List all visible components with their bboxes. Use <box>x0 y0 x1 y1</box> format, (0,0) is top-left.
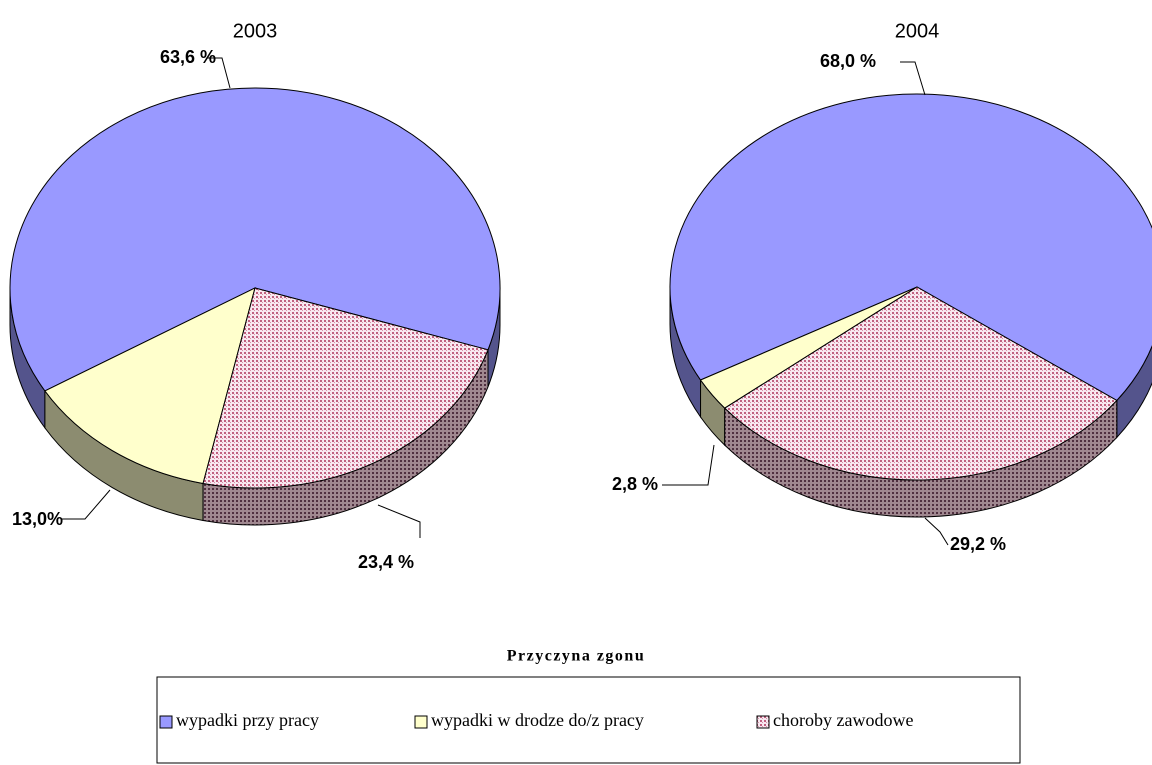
pie-title: 2003 <box>233 20 278 42</box>
pie-slice <box>723 286 1118 481</box>
data-label: 68,0 % <box>820 51 876 71</box>
leader-line <box>62 489 111 520</box>
legend-swatch <box>756 715 770 729</box>
pie-slice <box>669 93 1152 402</box>
pie-slice <box>202 287 489 489</box>
leader-line <box>924 517 949 546</box>
legend-box <box>156 676 1021 764</box>
leader-line <box>377 504 421 538</box>
leader-line <box>662 444 715 486</box>
leader-line <box>207 57 231 89</box>
pie-slice <box>44 287 256 485</box>
legend-swatch <box>159 715 173 729</box>
data-label: 2,8 % <box>612 474 658 494</box>
leader-line <box>900 61 926 96</box>
pie-title: 2004 <box>895 20 940 42</box>
legend-label: wypadki w drodze do/z pracy <box>431 710 644 730</box>
data-label: 63,6 % <box>160 47 216 67</box>
legend-label: wypadki przy pracy <box>176 710 319 730</box>
data-label: 29,2 % <box>950 534 1006 554</box>
legend-title: Przyczyna zgonu <box>507 648 645 665</box>
pie-slice <box>9 87 501 392</box>
legend-label: choroby zawodowe <box>773 710 913 730</box>
data-label: 13,0% <box>12 509 63 529</box>
legend-swatch <box>414 715 428 729</box>
data-label: 23,4 % <box>358 552 414 572</box>
